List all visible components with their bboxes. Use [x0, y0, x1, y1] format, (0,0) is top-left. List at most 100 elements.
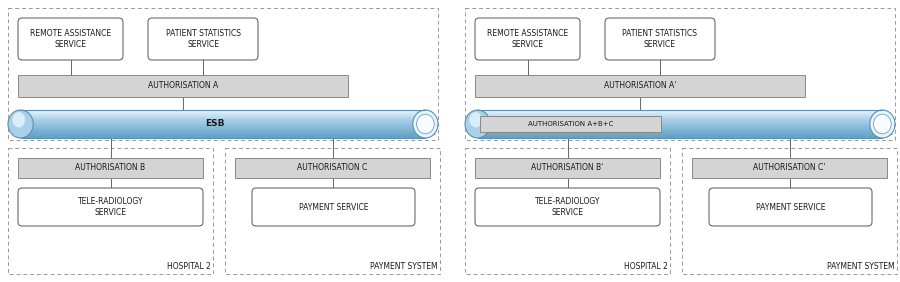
- Bar: [478, 116, 882, 118]
- Bar: [478, 125, 882, 126]
- Bar: [21, 114, 426, 115]
- Bar: [21, 132, 426, 133]
- Bar: [478, 114, 882, 115]
- Bar: [21, 130, 426, 131]
- Bar: [21, 121, 426, 122]
- FancyBboxPatch shape: [148, 18, 258, 60]
- Bar: [478, 110, 882, 111]
- Bar: [478, 119, 882, 120]
- Bar: [478, 133, 882, 134]
- Bar: [21, 123, 426, 124]
- Bar: [21, 128, 426, 129]
- Bar: [475, 75, 805, 97]
- Text: PAYMENT SERVICE: PAYMENT SERVICE: [756, 202, 825, 212]
- Ellipse shape: [465, 110, 491, 138]
- Bar: [21, 110, 426, 111]
- Bar: [21, 122, 426, 123]
- Bar: [692, 158, 887, 178]
- Bar: [478, 112, 882, 113]
- Text: AUTHORISATION A+B+C: AUTHORISATION A+B+C: [528, 121, 614, 127]
- Text: ESB: ESB: [204, 120, 224, 129]
- Bar: [21, 125, 426, 126]
- Bar: [478, 136, 882, 138]
- Bar: [478, 129, 882, 130]
- Bar: [21, 126, 426, 127]
- Bar: [21, 127, 426, 128]
- Bar: [478, 131, 882, 133]
- Ellipse shape: [13, 112, 25, 127]
- Bar: [475, 158, 660, 178]
- Bar: [465, 148, 670, 274]
- Bar: [21, 119, 426, 120]
- Bar: [21, 130, 426, 131]
- Bar: [478, 113, 882, 114]
- Bar: [21, 119, 426, 120]
- Bar: [21, 120, 426, 121]
- Bar: [478, 118, 882, 119]
- Bar: [478, 124, 882, 125]
- Bar: [478, 133, 882, 134]
- Bar: [478, 121, 882, 122]
- Bar: [21, 114, 426, 115]
- Bar: [21, 118, 426, 119]
- Bar: [21, 136, 426, 138]
- Bar: [21, 128, 426, 129]
- Bar: [235, 158, 430, 178]
- FancyBboxPatch shape: [18, 18, 123, 60]
- Bar: [21, 111, 426, 112]
- Bar: [478, 115, 882, 116]
- Bar: [21, 134, 426, 135]
- Bar: [21, 124, 426, 125]
- Text: TELE-RADIOLOGY
SERVICE: TELE-RADIOLOGY SERVICE: [77, 197, 143, 217]
- Bar: [21, 134, 426, 135]
- Bar: [8, 8, 438, 140]
- Bar: [21, 111, 426, 112]
- FancyBboxPatch shape: [605, 18, 715, 60]
- Bar: [478, 120, 882, 121]
- FancyBboxPatch shape: [18, 188, 203, 226]
- Bar: [478, 117, 882, 118]
- Bar: [21, 126, 426, 127]
- Bar: [478, 134, 882, 135]
- Bar: [478, 127, 882, 128]
- Ellipse shape: [470, 112, 482, 127]
- Bar: [21, 137, 426, 138]
- Bar: [21, 133, 426, 134]
- Text: PAYMENT SYSTEM: PAYMENT SYSTEM: [371, 262, 438, 271]
- Text: PATIENT STATISTICS
SERVICE: PATIENT STATISTICS SERVICE: [166, 29, 240, 49]
- Bar: [21, 116, 426, 118]
- Bar: [478, 123, 882, 124]
- Text: REMOTE ASSISTANCE
SERVICE: REMOTE ASSISTANCE SERVICE: [30, 29, 111, 49]
- Bar: [478, 130, 882, 131]
- Bar: [478, 120, 882, 121]
- FancyBboxPatch shape: [475, 188, 660, 226]
- Bar: [21, 135, 426, 136]
- Text: TELE-RADIOLOGY
SERVICE: TELE-RADIOLOGY SERVICE: [535, 197, 600, 217]
- Bar: [18, 75, 348, 97]
- FancyBboxPatch shape: [252, 188, 415, 226]
- Bar: [21, 136, 426, 137]
- Bar: [21, 115, 426, 116]
- Bar: [478, 130, 882, 131]
- Bar: [21, 133, 426, 134]
- Bar: [21, 125, 426, 126]
- Bar: [478, 128, 882, 129]
- Bar: [478, 114, 882, 115]
- Bar: [478, 135, 882, 136]
- Text: AUTHORISATION A: AUTHORISATION A: [148, 81, 218, 91]
- Bar: [478, 127, 882, 128]
- Bar: [21, 112, 426, 113]
- Bar: [478, 111, 882, 112]
- Bar: [478, 128, 882, 129]
- Text: AUTHORISATION C': AUTHORISATION C': [753, 164, 825, 173]
- Bar: [21, 112, 426, 113]
- Bar: [21, 115, 426, 116]
- Bar: [8, 148, 213, 274]
- Text: AUTHORISATION B: AUTHORISATION B: [76, 164, 146, 173]
- Bar: [481, 116, 661, 133]
- Ellipse shape: [8, 110, 33, 138]
- Text: HOSPITAL 1: HOSPITAL 1: [849, 128, 893, 137]
- Bar: [478, 125, 882, 126]
- Text: HOSPITAL 2: HOSPITAL 2: [624, 262, 668, 271]
- Bar: [478, 136, 882, 137]
